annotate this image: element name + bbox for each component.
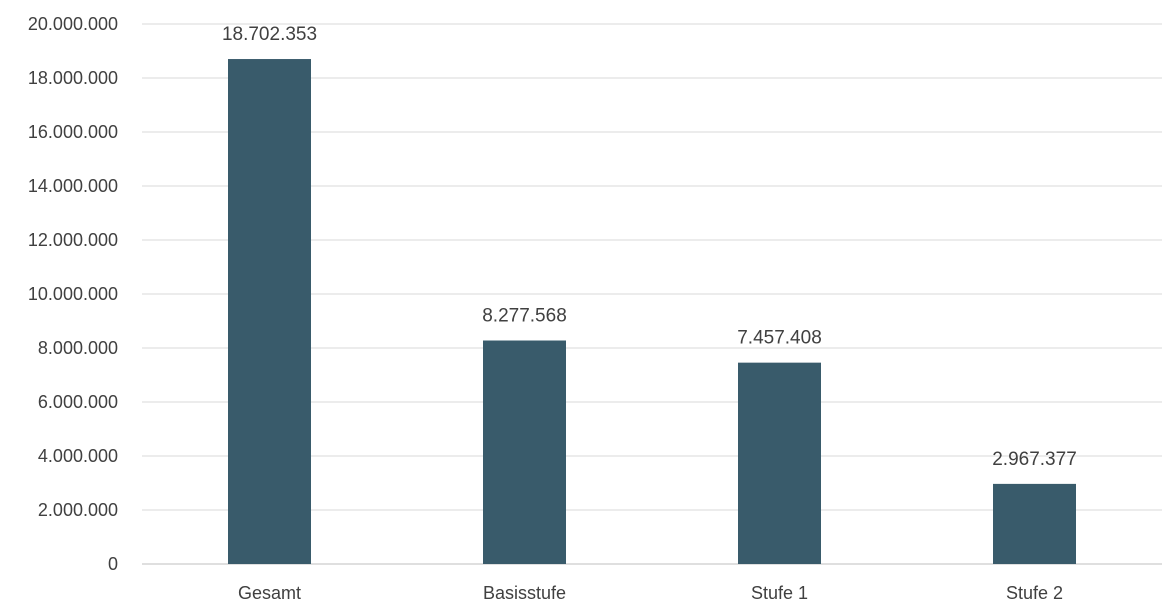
y-tick-label: 6.000.000 — [38, 392, 118, 412]
data-label: 8.277.568 — [482, 306, 567, 327]
x-category-label: Stufe 1 — [751, 583, 808, 603]
y-tick-label: 2.000.000 — [38, 500, 118, 520]
x-category-label: Stufe 2 — [1006, 583, 1063, 603]
bar-gesamt — [228, 59, 311, 564]
y-tick-label: 4.000.000 — [38, 446, 118, 466]
x-category-label: Gesamt — [238, 583, 301, 603]
y-tick-label: 18.000.000 — [28, 68, 118, 88]
y-tick-label: 0 — [108, 554, 118, 574]
bars — [228, 59, 1076, 564]
bar-stufe-1 — [738, 362, 821, 564]
bar-stufe-2 — [993, 483, 1076, 564]
data-label: 7.457.408 — [737, 328, 822, 349]
data-label: 18.702.353 — [222, 24, 317, 45]
y-tick-label: 8.000.000 — [38, 338, 118, 358]
y-tick-label: 16.000.000 — [28, 122, 118, 142]
data-label: 2.967.377 — [992, 449, 1077, 470]
y-tick-label: 20.000.000 — [28, 14, 118, 34]
bar-basisstufe — [483, 340, 566, 564]
x-axis-category-labels: Gesamt Basisstufe Stufe 1 Stufe 2 — [238, 583, 1063, 603]
y-tick-label: 12.000.000 — [28, 230, 118, 250]
y-tick-label: 14.000.000 — [28, 176, 118, 196]
y-tick-label: 10.000.000 — [28, 284, 118, 304]
y-axis-tick-labels: 0 2.000.000 4.000.000 6.000.000 8.000.000 10.… — [28, 14, 118, 574]
data-labels: 18.702.353 8.277.568 7.457.408 2.967.377 — [222, 24, 1077, 470]
x-category-label: Basisstufe — [483, 583, 566, 603]
gridlines — [142, 23, 1162, 565]
